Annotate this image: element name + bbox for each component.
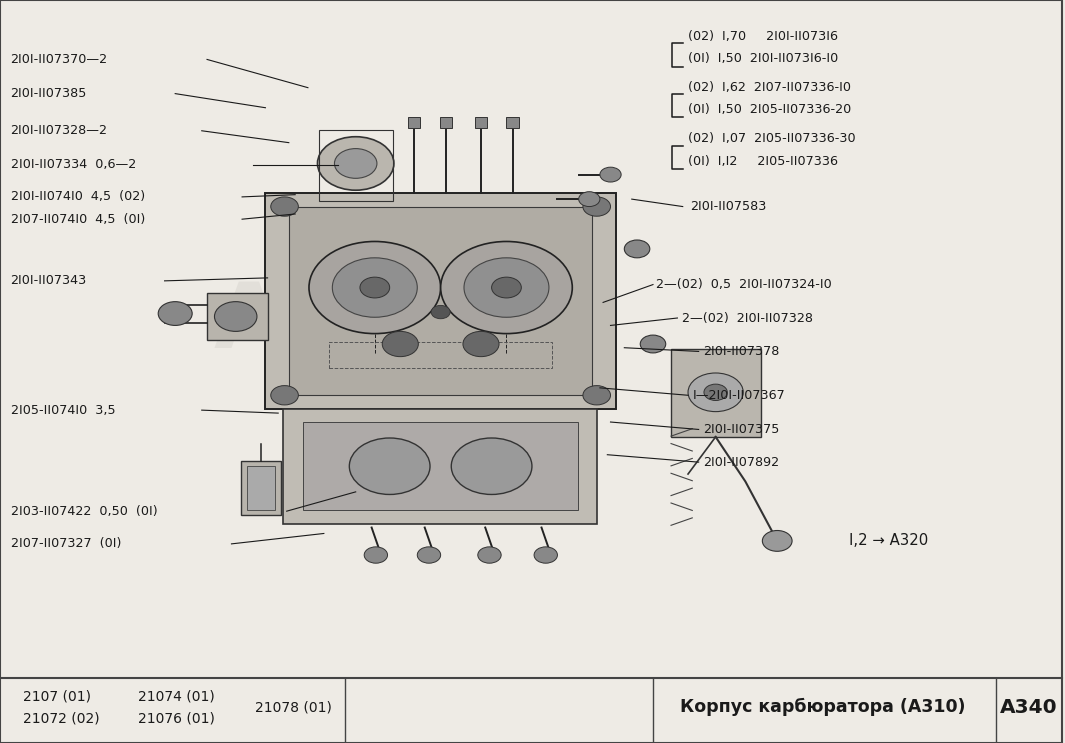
Circle shape [332, 258, 417, 317]
Text: (02)  I,70     2I0I-II073I6: (02) I,70 2I0I-II073I6 [688, 30, 838, 43]
Circle shape [360, 277, 390, 298]
Circle shape [583, 386, 610, 405]
Text: I—2I0I-II07367: I—2I0I-II07367 [692, 389, 785, 402]
Circle shape [464, 258, 548, 317]
Text: 21074 (01): 21074 (01) [138, 690, 215, 704]
Bar [247, 466, 275, 510]
Text: 2I0I-II07334  0,6—2: 2I0I-II07334 0,6—2 [11, 158, 136, 172]
Circle shape [492, 277, 522, 298]
FancyBboxPatch shape [0, 678, 1062, 743]
Text: 2I0I-II07343: 2I0I-II07343 [11, 274, 87, 288]
Text: 2I0I-II07892: 2I0I-II07892 [703, 455, 779, 469]
Circle shape [624, 240, 650, 258]
Text: (02)  I,07  2I05-II07336-30: (02) I,07 2I05-II07336-30 [688, 132, 855, 146]
Bar [329, 342, 552, 368]
Bar [408, 117, 421, 128]
Circle shape [214, 302, 257, 331]
Bar [265, 193, 616, 409]
Text: Корпус карбюратора (А310): Корпус карбюратора (А310) [681, 698, 966, 716]
Circle shape [382, 331, 419, 357]
Circle shape [431, 305, 450, 319]
Text: 2I0I-II07375: 2I0I-II07375 [703, 423, 780, 436]
Bar [318, 130, 393, 201]
Text: 21072 (02): 21072 (02) [23, 712, 100, 725]
Circle shape [159, 302, 192, 325]
Circle shape [640, 335, 666, 353]
Circle shape [271, 386, 298, 405]
Circle shape [688, 373, 743, 412]
Text: 2I03-II07422  0,50  (0I): 2I03-II07422 0,50 (0I) [11, 504, 158, 518]
Circle shape [349, 438, 430, 495]
Circle shape [763, 531, 792, 551]
Circle shape [534, 547, 557, 563]
Text: 2I0I-II07370—2: 2I0I-II07370—2 [11, 53, 108, 66]
Bar [289, 207, 592, 395]
Bar [207, 293, 267, 340]
Text: (0I)  I,50  2I0I-II073I6-I0: (0I) I,50 2I0I-II073I6-I0 [688, 52, 838, 65]
Text: (0I)  I,50  2I05-II07336-20: (0I) I,50 2I05-II07336-20 [688, 103, 851, 117]
Text: (02)  I,62  2I07-II07336-I0: (02) I,62 2I07-II07336-I0 [688, 81, 851, 94]
Circle shape [364, 547, 388, 563]
Circle shape [334, 149, 377, 178]
Circle shape [600, 167, 621, 182]
Bar [507, 117, 520, 128]
Circle shape [704, 384, 727, 400]
Text: 21078 (01): 21078 (01) [255, 701, 331, 714]
Text: 2I0I-II07385: 2I0I-II07385 [11, 87, 87, 100]
Text: 2I0I-II07583: 2I0I-II07583 [690, 200, 767, 213]
Circle shape [317, 137, 394, 190]
Circle shape [441, 241, 572, 334]
Circle shape [583, 197, 610, 216]
Bar [440, 117, 453, 128]
Circle shape [417, 547, 441, 563]
Text: 2I0I-II07328—2: 2I0I-II07328—2 [11, 124, 108, 137]
Text: 2I05-II074I0  3,5: 2I05-II074I0 3,5 [11, 403, 115, 417]
Circle shape [478, 547, 502, 563]
Text: 2107 (01): 2107 (01) [23, 690, 92, 704]
Circle shape [452, 438, 531, 495]
Bar [241, 461, 281, 515]
Text: 2I07-II07327  (0I): 2I07-II07327 (0I) [11, 537, 121, 551]
Bar [475, 117, 488, 128]
Text: I,2 → A320: I,2 → A320 [850, 533, 929, 548]
Circle shape [271, 197, 298, 216]
Text: 2I07-II074I0  4,5  (0I): 2I07-II074I0 4,5 (0I) [11, 212, 145, 226]
Circle shape [309, 241, 441, 334]
Bar [671, 349, 761, 437]
Circle shape [578, 192, 600, 207]
Text: АРАОН: АРАОН [214, 279, 572, 367]
Text: 2—(02)  2I0I-II07328: 2—(02) 2I0I-II07328 [682, 311, 813, 325]
Text: 2I0I-II07378: 2I0I-II07378 [703, 345, 780, 358]
Text: (0I)  I,I2     2I05-II07336: (0I) I,I2 2I05-II07336 [688, 155, 838, 168]
Bar [302, 422, 577, 510]
Circle shape [463, 331, 499, 357]
Text: 2I0I-II074I0  4,5  (02): 2I0I-II074I0 4,5 (02) [11, 190, 145, 204]
Text: 21076 (01): 21076 (01) [138, 712, 215, 725]
Bar [283, 409, 596, 524]
Text: А340: А340 [1000, 698, 1058, 717]
Text: 2—(02)  0,5  2I0I-II07324-I0: 2—(02) 0,5 2I0I-II07324-I0 [656, 278, 832, 291]
